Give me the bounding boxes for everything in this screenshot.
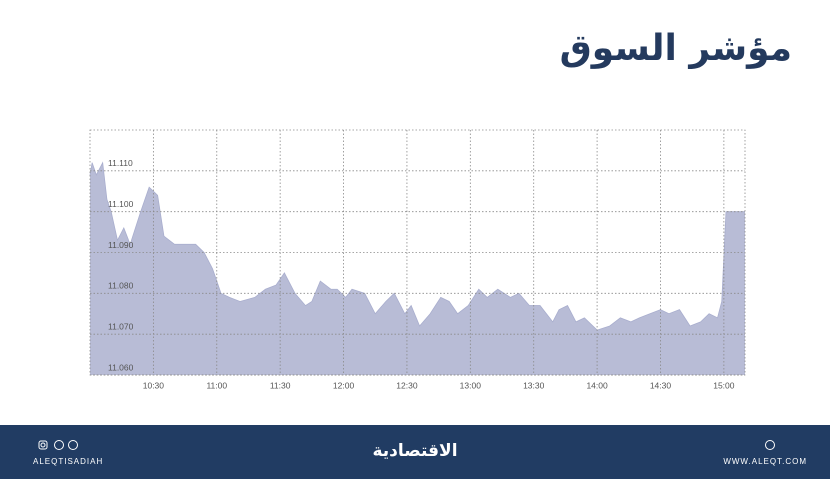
x-tick-label: 13:00 bbox=[460, 380, 482, 390]
social-icons bbox=[38, 440, 775, 450]
x-tick-label: 10:30 bbox=[143, 380, 165, 390]
chart: 11.060 11.070 11.080 11.090 11.100 11.110 10:3… bbox=[89, 129, 746, 390]
logo: الاقتصادية bbox=[372, 441, 457, 461]
title: مؤشر السوق bbox=[560, 28, 792, 69]
y-tick-label: 11.060 bbox=[108, 362, 134, 372]
area-fill bbox=[90, 162, 745, 375]
y-tick-label: 11.080 bbox=[108, 281, 134, 291]
x-tick-label: 11:30 bbox=[270, 380, 291, 390]
y-tick-label: 11.110 bbox=[108, 158, 133, 168]
x-tick-label: 14:30 bbox=[650, 380, 672, 390]
y-tick-label: 11.090 bbox=[108, 240, 134, 250]
y-tick-label: 11.070 bbox=[108, 321, 134, 331]
website: WWW.ALEQT.COM bbox=[723, 457, 807, 466]
x-tick-label: 12:30 bbox=[396, 380, 418, 390]
x-tick-label: 12:00 bbox=[333, 380, 355, 390]
social-handle: ALEQTISADIAH bbox=[33, 457, 103, 466]
x-tick-label: 14:00 bbox=[586, 380, 608, 390]
x-tick-label: 15:00 bbox=[713, 380, 735, 390]
x-tick-label: 13:30 bbox=[523, 380, 545, 390]
y-tick-label: 11.100 bbox=[108, 199, 134, 209]
x-tick-label: 11:00 bbox=[206, 380, 227, 390]
footer-band bbox=[0, 425, 830, 479]
area-line bbox=[89, 161, 745, 331]
